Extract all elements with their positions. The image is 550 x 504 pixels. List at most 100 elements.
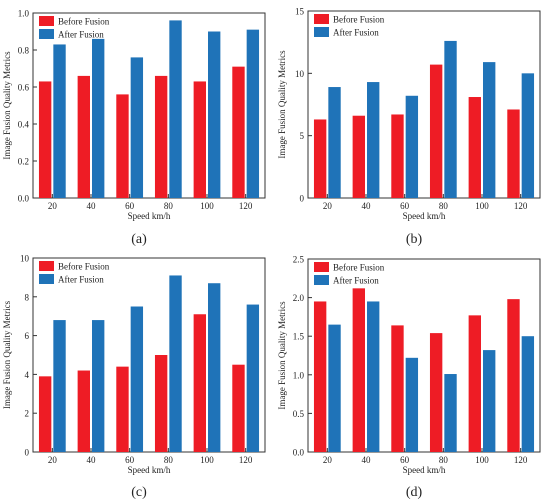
y-tick-label: 0.0 xyxy=(293,448,305,458)
x-axis-label: Speed km/h xyxy=(128,211,171,221)
bar-before-fusion-100 xyxy=(468,97,481,198)
y-tick-label: 8 xyxy=(25,292,30,302)
bar-after-fusion-20 xyxy=(53,44,66,199)
y-tick-label: 1.0 xyxy=(293,370,305,380)
bar-before-fusion-60 xyxy=(116,94,129,198)
panel-label: (d) xyxy=(406,485,423,500)
bar-before-fusion-60 xyxy=(391,114,404,198)
y-axis-label: Image Fusion Quality Metrics xyxy=(277,301,287,410)
plot-frame xyxy=(32,257,266,453)
x-tick-label: 20 xyxy=(48,201,58,211)
bar-after-fusion-120 xyxy=(521,336,535,452)
bar-after-fusion-20 xyxy=(53,320,66,452)
bar-after-fusion-40 xyxy=(367,82,380,198)
x-tick-label: 60 xyxy=(125,201,135,211)
panel-label: (c) xyxy=(131,485,147,500)
bar-after-fusion-40 xyxy=(92,38,105,199)
bar-before-fusion-100 xyxy=(193,314,206,452)
panel-label: (b) xyxy=(406,232,423,247)
bar-before-fusion-100 xyxy=(193,81,206,198)
legend-label: After Fusion xyxy=(333,276,379,286)
y-tick-label: 0.0 xyxy=(18,194,30,204)
legend-label: Before Fusion xyxy=(58,17,110,27)
y-tick-label: 2.0 xyxy=(293,293,305,303)
chart-panel-c: 0 2 4 6 8 10 Image Fusion Quality Metrics 20 40 6… xyxy=(2,254,266,500)
x-tick-label: 20 xyxy=(323,455,333,465)
bar-before-fusion-80 xyxy=(154,355,168,452)
chart-panel-a: 0.0 0.2 0.4 0.6 0.8 1.0 Image Fusion Quality M… xyxy=(2,9,266,247)
bar-after-fusion-40 xyxy=(367,301,380,452)
x-tick-label: 20 xyxy=(48,455,58,465)
x-tick-label: 80 xyxy=(439,201,449,211)
bar-after-fusion-60 xyxy=(405,357,419,452)
panel-label: (a) xyxy=(131,232,147,247)
legend-swatch-before-fusion xyxy=(39,16,54,26)
bar-before-fusion-80 xyxy=(154,75,168,198)
bar-before-fusion-40 xyxy=(352,115,365,198)
bar-before-fusion-20 xyxy=(38,81,52,198)
bar-before-fusion-60 xyxy=(391,325,404,452)
bar-after-fusion-100 xyxy=(483,350,496,452)
y-tick-label: 4 xyxy=(25,370,30,380)
y-tick-label: 15 xyxy=(295,7,305,17)
bar-after-fusion-60 xyxy=(130,306,144,452)
bar-after-fusion-80 xyxy=(169,20,182,199)
legend-label: Before Fusion xyxy=(333,263,385,273)
bar-after-fusion-60 xyxy=(405,95,419,198)
x-tick-label: 80 xyxy=(164,201,174,211)
plot-frame xyxy=(32,12,266,199)
bar-after-fusion-40 xyxy=(92,320,105,452)
legend-label: After Fusion xyxy=(333,28,379,38)
bar-after-fusion-100 xyxy=(208,31,221,198)
y-tick-label: 0 xyxy=(300,194,305,204)
bar-before-fusion-60 xyxy=(116,366,129,452)
y-tick-label: 0 xyxy=(25,448,30,458)
y-tick-label: 1.5 xyxy=(293,332,305,342)
y-tick-label: 2 xyxy=(25,409,30,419)
bar-before-fusion-40 xyxy=(352,288,365,452)
bar-before-fusion-40 xyxy=(77,75,90,198)
y-tick-label: 1.0 xyxy=(18,9,30,19)
legend-label: Before Fusion xyxy=(333,15,385,25)
bar-before-fusion-120 xyxy=(232,66,245,199)
x-tick-label: 120 xyxy=(514,455,528,465)
x-tick-label: 100 xyxy=(475,201,489,211)
legend-label: Before Fusion xyxy=(58,262,110,272)
bar-before-fusion-80 xyxy=(429,64,443,199)
legend-label: After Fusion xyxy=(58,30,104,40)
x-axis-label: Speed km/h xyxy=(403,211,446,221)
x-tick-label: 20 xyxy=(323,201,333,211)
chart-panel-d: 0.0 0.5 1.0 1.5 2.0 2.5 Image Fusion Quality M… xyxy=(277,255,541,500)
bar-before-fusion-80 xyxy=(429,333,443,452)
y-axis-label: Image Fusion Quality Metrics xyxy=(277,50,287,159)
x-tick-label: 60 xyxy=(400,201,410,211)
bar-after-fusion-120 xyxy=(246,304,260,452)
y-tick-label: 6 xyxy=(25,331,30,341)
y-tick-label: 2.5 xyxy=(293,255,305,265)
bar-after-fusion-120 xyxy=(246,29,260,199)
x-tick-label: 60 xyxy=(125,455,135,465)
x-tick-label: 120 xyxy=(239,201,253,211)
legend-label: After Fusion xyxy=(58,275,104,285)
x-tick-label: 100 xyxy=(200,455,214,465)
bar-before-fusion-120 xyxy=(507,299,520,452)
bar-before-fusion-20 xyxy=(313,119,327,198)
legend-swatch-before-fusion xyxy=(314,14,329,24)
bar-before-fusion-100 xyxy=(468,315,481,452)
legend-swatch-before-fusion xyxy=(314,262,329,272)
bar-before-fusion-20 xyxy=(313,301,327,452)
x-tick-label: 100 xyxy=(200,201,214,211)
x-tick-label: 40 xyxy=(87,201,97,211)
bar-after-fusion-60 xyxy=(130,57,144,199)
bar-before-fusion-20 xyxy=(38,376,52,452)
bar-after-fusion-80 xyxy=(444,40,457,198)
bar-after-fusion-20 xyxy=(328,87,341,198)
x-tick-label: 40 xyxy=(87,455,97,465)
y-tick-label: 0.4 xyxy=(18,120,30,130)
y-tick-label: 10 xyxy=(20,254,30,264)
legend-swatch-after-fusion xyxy=(39,29,54,39)
x-axis-label: Speed km/h xyxy=(128,465,171,475)
legend-swatch-before-fusion xyxy=(39,261,54,271)
legend-swatch-after-fusion xyxy=(39,274,54,284)
